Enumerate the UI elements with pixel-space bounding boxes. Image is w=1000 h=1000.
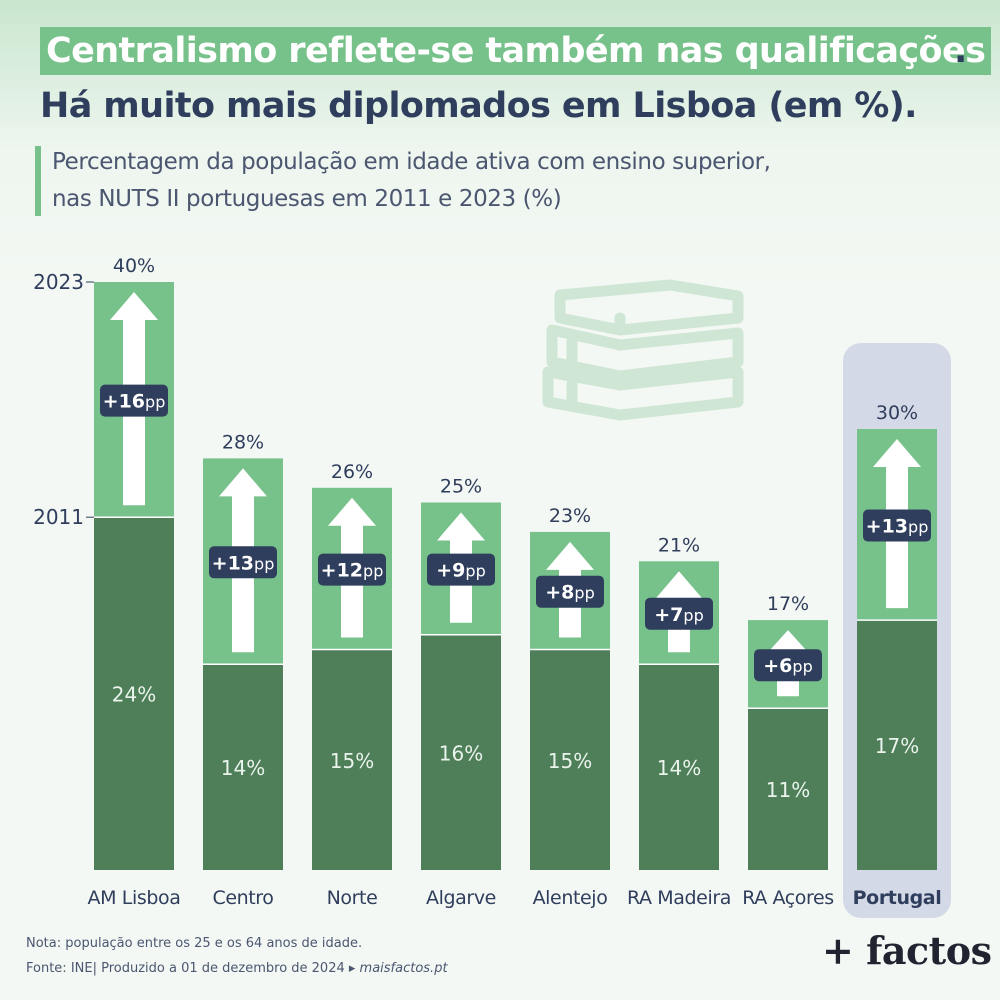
- category-label: AM Lisboa: [88, 887, 181, 909]
- bar-2011: [94, 517, 174, 870]
- value-label-2023: 23%: [549, 505, 591, 527]
- footnote: Nota: população entre os 25 e os 64 anos…: [26, 936, 363, 951]
- bar-2011: [748, 708, 828, 870]
- change-value: +13: [866, 516, 908, 538]
- change-value: +13: [212, 552, 254, 574]
- value-label-2023: 30%: [876, 402, 918, 424]
- title-line-1-period: .: [954, 31, 968, 71]
- change-badge: [754, 649, 822, 682]
- change-badge: [536, 575, 604, 608]
- change-label: +16pp: [103, 391, 166, 413]
- change-label: +6pp: [763, 655, 812, 677]
- value-label-2023: 25%: [440, 476, 482, 498]
- change-label: +9pp: [436, 560, 485, 582]
- value-label-2011: 15%: [330, 749, 374, 773]
- change-value: +7: [654, 604, 683, 626]
- change-badge: [427, 553, 495, 586]
- bar-2011: [421, 634, 501, 870]
- change-value: +9: [436, 560, 465, 582]
- value-label-2011: 17%: [875, 734, 919, 758]
- change-label: +12pp: [321, 560, 384, 582]
- change-badge: [318, 553, 386, 586]
- value-label-2023: 21%: [658, 534, 700, 556]
- category-label: Alentejo: [533, 887, 608, 909]
- bar-2011: [530, 649, 610, 870]
- value-label-2023: 17%: [767, 593, 809, 615]
- change-badge: [863, 509, 931, 542]
- category-label: Centro: [212, 887, 273, 909]
- bar-2011: [857, 620, 937, 870]
- subtitle-accent-bar: [35, 146, 41, 216]
- value-label-2011: 15%: [548, 749, 592, 773]
- value-label-2023: 26%: [331, 461, 373, 483]
- subtitle-line-2: nas NUTS II portuguesas em 2011 e 2023 (…: [52, 186, 562, 212]
- change-value: +12: [321, 560, 363, 582]
- change-unit: pp: [363, 562, 383, 581]
- title-line-1: Centralismo reflete-se também nas qualif…: [40, 27, 992, 75]
- category-label: Norte: [327, 887, 378, 909]
- title-line-2: Há muito mais diplomados em Lisboa (em %…: [40, 86, 917, 126]
- change-unit: pp: [683, 606, 703, 625]
- change-value: +6: [763, 655, 792, 677]
- change-label: +8pp: [545, 582, 594, 604]
- value-label-2023: 40%: [113, 255, 155, 277]
- change-unit: pp: [465, 562, 485, 581]
- bar-2011: [203, 664, 283, 870]
- change-value: +8: [545, 582, 574, 604]
- change-badge: [209, 546, 277, 579]
- change-label: +7pp: [654, 604, 703, 626]
- change-unit: pp: [908, 518, 928, 537]
- subtitle-line-1: Percentagem da população em idade ativa …: [52, 149, 771, 175]
- source-link[interactable]: maisfactos.pt: [359, 961, 448, 976]
- brand-logo: + factos: [822, 928, 992, 973]
- change-unit: pp: [792, 657, 812, 676]
- change-unit: pp: [574, 584, 594, 603]
- category-label: Algarve: [426, 887, 496, 909]
- year-label-2011: 2011: [33, 505, 84, 529]
- value-label-2023: 28%: [222, 431, 264, 453]
- value-label-2011: 11%: [766, 778, 810, 802]
- source-text: Fonte: INE| Produzido a 01 de dezembro d…: [26, 961, 360, 976]
- year-label-2023: 2023: [33, 270, 84, 294]
- value-label-2011: 16%: [439, 741, 483, 765]
- books-icon: [542, 279, 744, 421]
- category-label: RA Madeira: [627, 887, 731, 909]
- category-label: Portugal: [853, 887, 942, 909]
- change-value: +16: [103, 391, 145, 413]
- value-label-2011: 14%: [221, 756, 265, 780]
- change-badge: [645, 597, 713, 630]
- change-badge: [100, 384, 168, 417]
- change-label: +13pp: [212, 552, 275, 574]
- value-label-2011: 24%: [112, 683, 156, 707]
- bar-2011: [312, 649, 392, 870]
- change-label: +13pp: [866, 516, 929, 538]
- change-unit: pp: [145, 393, 165, 412]
- value-label-2011: 14%: [657, 756, 701, 780]
- source-line: Fonte: INE| Produzido a 01 de dezembro d…: [26, 960, 448, 978]
- bar-2011: [639, 664, 719, 870]
- change-unit: pp: [254, 554, 274, 573]
- category-label: RA Açores: [742, 887, 834, 909]
